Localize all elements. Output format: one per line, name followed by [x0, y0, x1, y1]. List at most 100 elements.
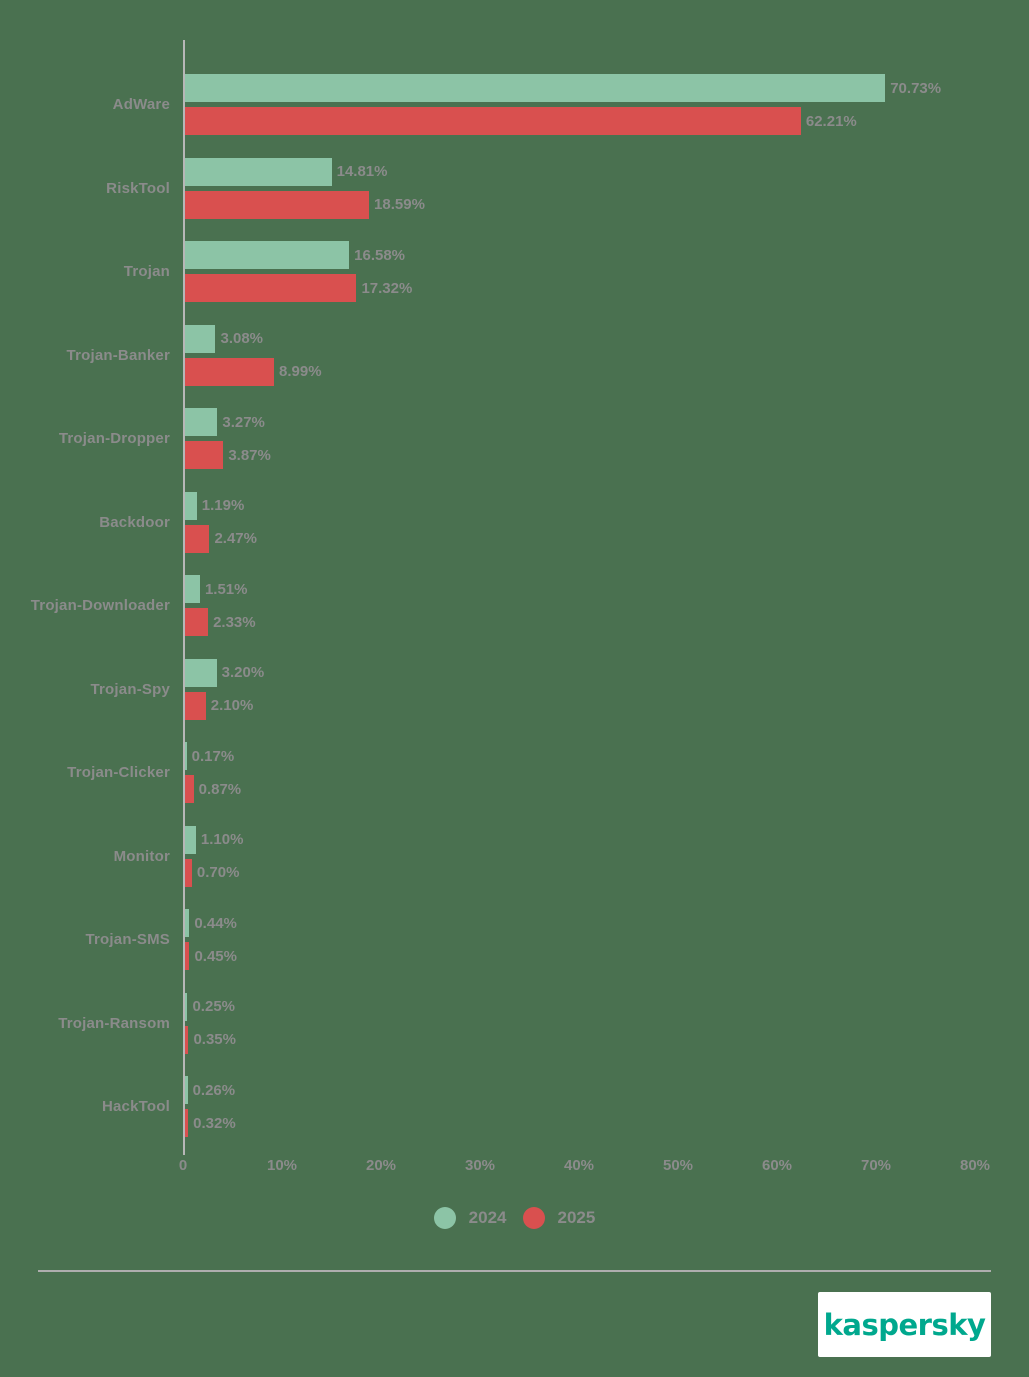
category-label: Trojan-Spy: [90, 680, 170, 698]
bar-value-label: 3.20%: [221, 664, 265, 681]
bar-2024: [185, 1076, 188, 1104]
bar-line-2025: 0.45%: [185, 942, 1029, 970]
bar-2025: [185, 274, 357, 302]
bar-value-label: 16.58%: [354, 246, 406, 264]
bar-value-label: 8.99%: [279, 363, 322, 380]
category-label: HackTool: [101, 1098, 170, 1116]
bar-2024: [185, 825, 196, 854]
bar-pair: 0.26% 0.32%: [185, 1076, 1029, 1142]
bar-value-label: 0.45%: [194, 947, 237, 965]
category-label: Trojan-Downloader: [30, 597, 170, 615]
bar-2024: [185, 241, 350, 269]
bar-line-2024: 1.51%: [185, 575, 1029, 603]
bar-line-2025: 3.87%: [185, 441, 1029, 469]
bar-line-2024: 1.10%: [185, 825, 1029, 854]
category-row: Backdoor 1.19% 2.47%: [0, 481, 1029, 565]
category-label: Trojan-Ransom: [58, 1014, 170, 1032]
category-row: Trojan-SMS 0.44% 0.45%: [0, 898, 1029, 982]
bar-2024: [185, 491, 197, 520]
category-label: RiskTool: [106, 179, 170, 197]
bar-value-label: 2.47%: [214, 530, 257, 547]
category-label: Monitor: [113, 847, 170, 865]
bar-value-label: 18.59%: [374, 196, 425, 213]
bar-2024: [185, 74, 886, 102]
bar-2024: [185, 742, 187, 770]
category-row: Trojan-Banker 3.08% 8.99%: [0, 314, 1029, 398]
bar-value-label: 62.21%: [805, 112, 857, 130]
bar-value-label: 1.51%: [204, 580, 248, 598]
legend-item-2024: 2024: [433, 1207, 507, 1229]
bar-line-2024: 16.58%: [185, 241, 1029, 269]
bar-pair: 70.73% 62.21%: [185, 74, 1029, 140]
bar-line-2024: 0.44%: [185, 909, 1029, 937]
bar-value-label: 3.87%: [228, 446, 271, 464]
x-tick-label: 30%: [464, 1157, 496, 1174]
bar-2024: [185, 658, 217, 687]
category-row: Trojan-Ransom 0.25% 0.35%: [0, 982, 1029, 1066]
category-row: Trojan-Downloader 1.51% 2.33%: [0, 564, 1029, 648]
category-label: Trojan-Banker: [66, 346, 170, 364]
category-row: Monitor 1.10% 0.70%: [0, 815, 1029, 899]
bar-line-2024: 1.19%: [185, 491, 1029, 520]
bar-value-label: 0.44%: [194, 914, 237, 932]
bar-value-label: 0.25%: [192, 998, 236, 1015]
kaspersky-wordmark: kaspersky: [823, 1307, 986, 1342]
category-label: Trojan-Clicker: [67, 764, 170, 782]
bar-value-label: 3.08%: [220, 330, 264, 347]
bar-line-2024: 3.08%: [185, 324, 1029, 353]
x-tick-label: 80%: [959, 1157, 991, 1174]
x-tick-label: 70%: [860, 1157, 892, 1174]
category-label: Backdoor: [99, 513, 170, 531]
bar-line-2024: 0.26%: [185, 1076, 1029, 1104]
bar-2025: [185, 107, 801, 135]
bar-2025: [185, 441, 224, 469]
bar-2024: [185, 408, 218, 436]
bar-2025: [185, 1109, 189, 1137]
bar-2025: [185, 608, 209, 636]
category-label: Trojan-Dropper: [58, 430, 170, 448]
bar-value-label: 0.70%: [196, 864, 240, 881]
category-label: AdWare: [112, 96, 170, 114]
bar-value-label: 0.26%: [192, 1081, 236, 1099]
bar-rows: AdWare 70.73% 62.21% RiskTool 14.81% 18.59% Tr…: [0, 63, 1029, 1149]
x-tick-label: 0: [178, 1157, 188, 1174]
category-row: Trojan-Dropper 3.27% 3.87%: [0, 397, 1029, 481]
x-tick-label: 40%: [563, 1157, 595, 1174]
legend-item-2025: 2025: [522, 1207, 595, 1229]
category-row: RiskTool 14.81% 18.59%: [0, 147, 1029, 231]
bar-2025: [185, 524, 210, 553]
x-tick-label: 10%: [266, 1157, 298, 1174]
bar-line-2025: 0.35%: [185, 1025, 1029, 1054]
category-row: AdWare 70.73% 62.21%: [0, 63, 1029, 147]
bar-line-2024: 0.17%: [185, 742, 1029, 770]
bar-2024: [185, 909, 190, 937]
bar-line-2025: 2.33%: [185, 608, 1029, 636]
bar-value-label: 1.10%: [200, 831, 244, 848]
legend-label: 2024: [468, 1208, 507, 1227]
bar-pair: 0.25% 0.35%: [185, 992, 1029, 1059]
bar-line-2025: 17.32%: [185, 274, 1029, 302]
bar-line-2025: 0.32%: [185, 1109, 1029, 1137]
bar-pair: 1.10% 0.70%: [185, 825, 1029, 892]
category-row: Trojan 16.58% 17.32%: [0, 230, 1029, 314]
kaspersky-logo: kaspersky: [818, 1292, 991, 1357]
bar-value-label: 0.35%: [193, 1031, 236, 1048]
category-row: Trojan-Spy 3.20% 2.10%: [0, 648, 1029, 732]
category-label: Trojan-SMS: [85, 931, 170, 949]
category-row: Trojan-Clicker 0.17% 0.87%: [0, 731, 1029, 815]
bar-2024: [185, 157, 332, 186]
category-row: HackTool 0.26% 0.32%: [0, 1065, 1029, 1149]
bar-2025: [185, 858, 192, 887]
bar-value-label: 2.10%: [210, 697, 254, 714]
bar-pair: 3.27% 3.87%: [185, 408, 1029, 474]
bar-value-label: 14.81%: [336, 163, 388, 180]
bar-line-2025: 62.21%: [185, 107, 1029, 135]
bar-line-2024: 3.27%: [185, 408, 1029, 436]
x-tick-label: 20%: [365, 1157, 397, 1174]
bar-line-2025: 8.99%: [185, 357, 1029, 386]
legend-dot-icon: [522, 1207, 545, 1229]
x-tick-label: 50%: [662, 1157, 694, 1174]
bar-2024: [185, 324, 216, 353]
bar-pair: 1.51% 2.33%: [185, 575, 1029, 641]
